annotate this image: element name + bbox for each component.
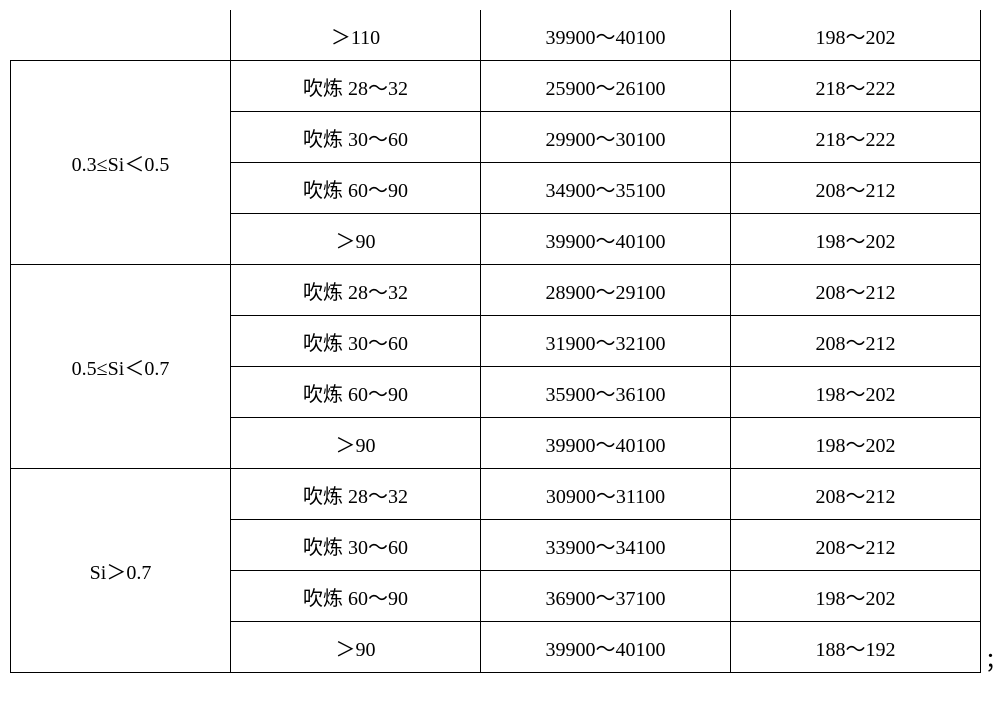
- cell: 吹炼 60～90: [231, 163, 481, 214]
- table-container: ＞110 39900～40100 198～202 0.3≤Si＜0.5 吹炼 2…: [10, 10, 990, 705]
- table-row: Si＞0.7 吹炼 28～32 30900～31100 208～212: [11, 469, 981, 520]
- cell: 198～202: [731, 10, 981, 61]
- cell: 208～212: [731, 163, 981, 214]
- cell: 28900～29100: [481, 265, 731, 316]
- trailing-semicolon: ；: [985, 643, 1000, 675]
- cell: 吹炼 30～60: [231, 112, 481, 163]
- cell: 吹炼 60～90: [231, 367, 481, 418]
- cell: ＞90: [231, 622, 481, 673]
- cell: ＞90: [231, 418, 481, 469]
- cell: 29900～30100: [481, 112, 731, 163]
- cell: 25900～26100: [481, 61, 731, 112]
- cell: 33900～34100: [481, 520, 731, 571]
- cell: 198～202: [731, 418, 981, 469]
- process-table: ＞110 39900～40100 198～202 0.3≤Si＜0.5 吹炼 2…: [10, 10, 981, 673]
- cell: 31900～32100: [481, 316, 731, 367]
- table-row: ＞110 39900～40100 198～202: [11, 10, 981, 61]
- cell: 208～212: [731, 469, 981, 520]
- cell: 39900～40100: [481, 418, 731, 469]
- cell: 218～222: [731, 112, 981, 163]
- cell: 吹炼 60～90: [231, 571, 481, 622]
- cell: 208～212: [731, 265, 981, 316]
- table-row: 0.3≤Si＜0.5 吹炼 28～32 25900～26100 218～222: [11, 61, 981, 112]
- cell: 34900～35100: [481, 163, 731, 214]
- cell: 39900～40100: [481, 622, 731, 673]
- group-label-cell: Si＞0.7: [11, 469, 231, 673]
- cell: 吹炼 30～60: [231, 520, 481, 571]
- cell: 218～222: [731, 61, 981, 112]
- cell: 208～212: [731, 520, 981, 571]
- cell: 吹炼 28～32: [231, 265, 481, 316]
- cell: 36900～37100: [481, 571, 731, 622]
- cell: ＞90: [231, 214, 481, 265]
- cell: 吹炼 28～32: [231, 61, 481, 112]
- cell: 39900～40100: [481, 214, 731, 265]
- cell: 吹炼 30～60: [231, 316, 481, 367]
- cell: 39900～40100: [481, 10, 731, 61]
- table-row: 0.5≤Si＜0.7 吹炼 28～32 28900～29100 208～212: [11, 265, 981, 316]
- cell: 30900～31100: [481, 469, 731, 520]
- cell: 198～202: [731, 214, 981, 265]
- cell: 吹炼 28～32: [231, 469, 481, 520]
- cell: ＞110: [231, 10, 481, 61]
- cell: 198～202: [731, 571, 981, 622]
- group-label-cell: 0.3≤Si＜0.5: [11, 61, 231, 265]
- cell: 35900～36100: [481, 367, 731, 418]
- cell: 188～192: [731, 622, 981, 673]
- group-label-cell: [11, 10, 231, 61]
- cell: 198～202: [731, 367, 981, 418]
- group-label-cell: 0.5≤Si＜0.7: [11, 265, 231, 469]
- cell: 208～212: [731, 316, 981, 367]
